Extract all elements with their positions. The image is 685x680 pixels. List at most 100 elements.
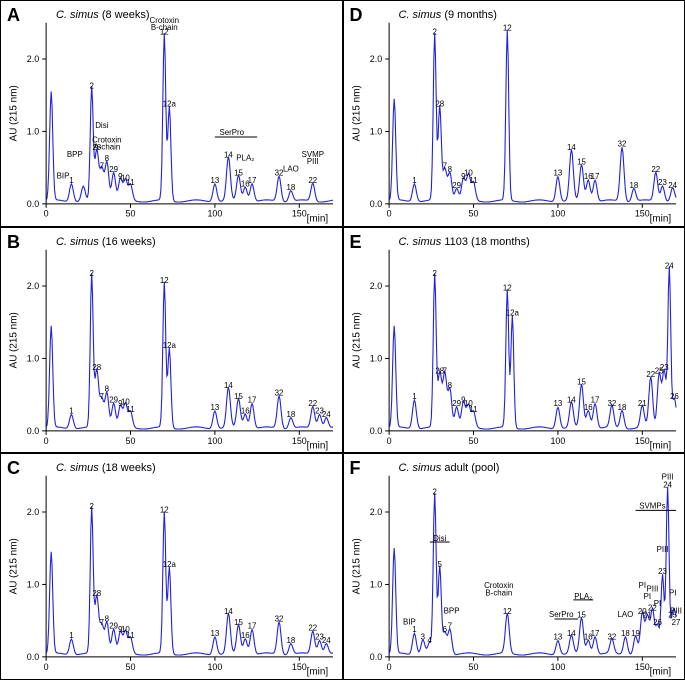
svg-text:50: 50 xyxy=(468,662,478,672)
svg-text:50: 50 xyxy=(468,435,478,445)
svg-text:AU (215 nm): AU (215 nm) xyxy=(8,539,19,595)
svg-text:1.0: 1.0 xyxy=(27,353,39,363)
svg-text:1.0: 1.0 xyxy=(27,580,39,590)
panel-B: 0.01.02.0050100150AU (215 nm)[min]122878… xyxy=(0,227,343,454)
panel-letter: E xyxy=(350,232,362,253)
svg-text:2.0: 2.0 xyxy=(369,54,381,64)
svg-text:2.0: 2.0 xyxy=(369,507,381,517)
svg-text:PIII: PIII xyxy=(670,607,682,616)
svg-text:16: 16 xyxy=(241,406,250,415)
svg-text:18: 18 xyxy=(617,402,626,411)
svg-text:BPP: BPP xyxy=(443,607,459,616)
svg-text:7: 7 xyxy=(100,161,104,170)
svg-text:2: 2 xyxy=(89,268,93,277)
svg-text:B-chain: B-chain xyxy=(151,23,178,32)
svg-text:[min]: [min] xyxy=(307,440,329,451)
panel-title: C. simus 1103 (18 months) xyxy=(399,236,530,248)
svg-text:28: 28 xyxy=(435,100,444,109)
svg-text:150: 150 xyxy=(634,435,649,445)
svg-text:13: 13 xyxy=(211,402,220,411)
svg-text:0: 0 xyxy=(386,435,391,445)
svg-text:24: 24 xyxy=(322,410,331,419)
svg-text:1: 1 xyxy=(69,176,74,185)
svg-text:AU (215 nm): AU (215 nm) xyxy=(8,85,19,141)
svg-text:13: 13 xyxy=(211,629,220,638)
svg-text:29: 29 xyxy=(452,181,461,190)
svg-text:14: 14 xyxy=(567,395,576,404)
svg-text:16: 16 xyxy=(241,631,250,640)
svg-text:21: 21 xyxy=(637,399,646,408)
svg-text:13: 13 xyxy=(553,169,562,178)
svg-text:12: 12 xyxy=(502,24,511,33)
svg-text:BIP: BIP xyxy=(57,172,70,181)
svg-text:12a: 12a xyxy=(163,100,177,109)
svg-text:50: 50 xyxy=(126,662,136,672)
panel-F: 0.01.02.0050100150AU (215 nm)[min]134256… xyxy=(343,453,685,680)
svg-text:100: 100 xyxy=(550,662,565,672)
svg-text:0.0: 0.0 xyxy=(369,425,381,435)
svg-text:1.0: 1.0 xyxy=(369,353,381,363)
svg-text:13: 13 xyxy=(211,176,220,185)
svg-text:LAO: LAO xyxy=(283,164,299,173)
svg-text:12: 12 xyxy=(502,283,511,292)
svg-text:23: 23 xyxy=(658,178,667,187)
svg-text:BIP: BIP xyxy=(402,618,415,627)
svg-text:18: 18 xyxy=(286,410,295,419)
svg-text:PIII: PIII xyxy=(307,157,319,166)
svg-text:22: 22 xyxy=(308,624,317,633)
panel-A: 0.01.02.0050100150AU (215 nm)[min]122878… xyxy=(0,0,343,227)
svg-text:B-chain: B-chain xyxy=(485,589,512,598)
svg-text:23: 23 xyxy=(658,568,667,577)
svg-text:100: 100 xyxy=(550,435,565,445)
svg-text:8: 8 xyxy=(447,381,452,390)
svg-text:150: 150 xyxy=(634,209,649,219)
svg-text:12a: 12a xyxy=(505,308,519,317)
svg-text:14: 14 xyxy=(224,381,233,390)
svg-text:18: 18 xyxy=(286,183,295,192)
svg-text:0.0: 0.0 xyxy=(369,652,381,662)
panel-E: 0.01.02.0050100150AU (215 nm)[min]122878… xyxy=(343,227,685,454)
panel-title: C. simus (16 weeks) xyxy=(56,236,156,248)
svg-text:AU (215 nm): AU (215 nm) xyxy=(351,85,362,141)
svg-text:27: 27 xyxy=(671,618,680,627)
svg-text:AU (215 nm): AU (215 nm) xyxy=(351,312,362,368)
svg-text:17: 17 xyxy=(248,622,257,631)
svg-text:7: 7 xyxy=(447,622,451,631)
svg-text:AU (215 nm): AU (215 nm) xyxy=(351,539,362,595)
svg-text:15: 15 xyxy=(577,611,586,620)
svg-text:19: 19 xyxy=(631,629,640,638)
panel-title: C. simus (8 weeks) xyxy=(56,9,150,21)
svg-text:100: 100 xyxy=(207,209,222,219)
figure-grid: 0.01.02.0050100150AU (215 nm)[min]122878… xyxy=(0,0,685,680)
svg-text:18: 18 xyxy=(621,629,630,638)
svg-text:12: 12 xyxy=(160,276,169,285)
svg-text:[min]: [min] xyxy=(649,440,671,451)
svg-text:2: 2 xyxy=(432,488,436,497)
svg-text:1: 1 xyxy=(412,392,417,401)
svg-text:14: 14 xyxy=(567,629,576,638)
svg-text:AU (215 nm): AU (215 nm) xyxy=(8,312,19,368)
svg-text:50: 50 xyxy=(126,435,136,445)
svg-text:PIII: PIII xyxy=(656,545,668,554)
svg-text:PI: PI xyxy=(653,599,660,608)
svg-text:28: 28 xyxy=(92,363,101,372)
svg-text:14: 14 xyxy=(224,150,233,159)
svg-text:15: 15 xyxy=(234,618,243,627)
panel-letter: A xyxy=(7,5,20,26)
panel-letter: C xyxy=(7,458,20,479)
svg-text:100: 100 xyxy=(550,209,565,219)
svg-text:23: 23 xyxy=(659,363,668,372)
svg-text:100: 100 xyxy=(207,662,222,672)
svg-text:[min]: [min] xyxy=(649,214,671,225)
svg-text:26: 26 xyxy=(653,618,662,627)
svg-text:0: 0 xyxy=(44,209,49,219)
svg-text:PI: PI xyxy=(638,581,645,590)
svg-text:14: 14 xyxy=(567,143,576,152)
svg-text:17: 17 xyxy=(590,629,599,638)
svg-text:8: 8 xyxy=(105,384,110,393)
svg-text:5: 5 xyxy=(437,560,442,569)
svg-text:15: 15 xyxy=(234,169,243,178)
svg-text:0: 0 xyxy=(44,435,49,445)
svg-text:0.0: 0.0 xyxy=(27,425,39,435)
svg-text:0: 0 xyxy=(386,662,391,672)
